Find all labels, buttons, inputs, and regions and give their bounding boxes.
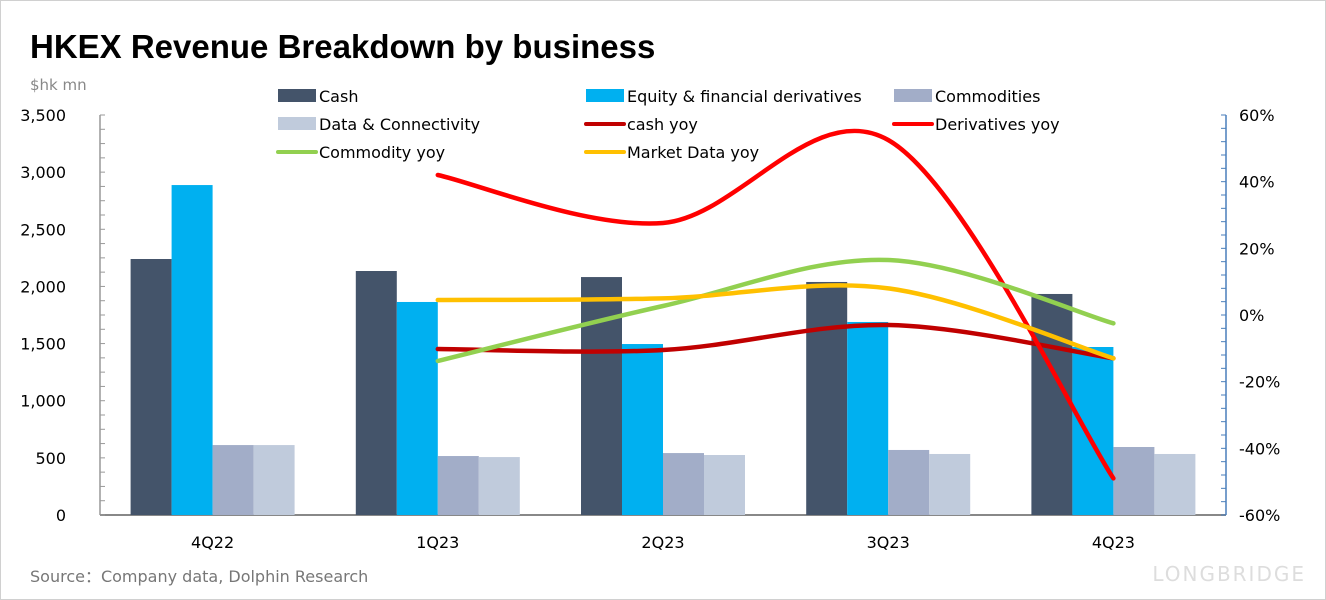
bar-cash-4Q22	[130, 259, 172, 515]
y-tick-label: 0	[56, 506, 66, 525]
bar-data-connectivity-3Q23	[929, 453, 971, 515]
y-tick-label: 1,000	[20, 392, 66, 411]
y-right-tick-label: 60%	[1239, 106, 1275, 125]
line-derivatives-yoy	[435, 128, 1116, 481]
legend-label: Commodities	[935, 87, 1040, 106]
bar-cash-3Q23	[806, 281, 848, 515]
y-tick-label: 3,000	[20, 163, 66, 182]
legend-label: Market Data yoy	[627, 143, 759, 162]
y-right-tick-label: 0%	[1239, 306, 1264, 325]
bar-commodities-1Q23	[437, 456, 479, 515]
x-tick-label: 4Q23	[1092, 533, 1135, 552]
bar-data-connectivity-4Q23	[1154, 453, 1196, 515]
y-axis-unit-label: $hk mn	[30, 76, 87, 94]
bar-commodities-2Q23	[663, 453, 704, 515]
bar-equity-financial-derivatives-4Q23	[1072, 347, 1114, 515]
y-right-tick-label: 20%	[1239, 239, 1275, 258]
x-tick-label: 1Q23	[416, 533, 459, 552]
y-tick-label: 3,500	[20, 106, 66, 125]
legend-label: Data & Connectivity	[319, 115, 480, 134]
y-right-tick-label: 40%	[1239, 173, 1275, 192]
bar-data-connectivity-2Q23	[704, 455, 745, 515]
chart-title: HKEX Revenue Breakdown by business	[30, 28, 656, 65]
bar-cash-2Q23	[581, 277, 622, 515]
legend-label: Derivatives yoy	[935, 115, 1060, 134]
bar-data-connectivity-4Q22	[253, 445, 295, 515]
y-right-tick-label: -20%	[1239, 373, 1280, 392]
bar-equity-financial-derivatives-3Q23	[847, 321, 889, 515]
y-tick-label: 500	[35, 449, 66, 468]
line-market-data-yoy	[435, 283, 1116, 361]
y-right-tick-label: -60%	[1239, 506, 1280, 525]
bar-commodities-4Q23	[1113, 447, 1155, 515]
x-tick-label: 4Q22	[191, 533, 234, 552]
bar-commodities-4Q22	[212, 445, 254, 515]
source-note: Source：Company data, Dolphin Research	[30, 567, 369, 586]
legend-label: cash yoy	[627, 115, 698, 134]
line-cash-yoy	[435, 322, 1116, 361]
legend-label: Cash	[319, 87, 358, 106]
legend-swatch	[278, 89, 316, 102]
y-right-tick-label: -40%	[1239, 439, 1280, 458]
y-tick-label: 1,500	[20, 335, 66, 354]
bar-cash-4Q23	[1031, 293, 1073, 515]
brand-watermark: LONGBRIDGE	[1152, 562, 1306, 586]
bar-data-connectivity-1Q23	[478, 457, 520, 515]
legend-label: Commodity yoy	[319, 143, 445, 162]
x-tick-label: 3Q23	[867, 533, 910, 552]
legend-label: Equity & financial derivatives	[627, 87, 862, 106]
legend-swatch	[586, 89, 624, 102]
legend-swatch	[894, 89, 932, 102]
bar-cash-1Q23	[355, 271, 397, 515]
bar-equity-financial-derivatives-2Q23	[622, 344, 663, 515]
y-tick-label: 2,500	[20, 220, 66, 239]
line-commodity-yoy	[435, 257, 1116, 364]
bar-equity-financial-derivatives-4Q22	[171, 185, 213, 516]
bar-equity-financial-derivatives-1Q23	[396, 301, 438, 515]
y-tick-label: 2,000	[20, 277, 66, 296]
legend-swatch	[278, 117, 316, 130]
bar-commodities-3Q23	[888, 449, 930, 515]
x-tick-label: 2Q23	[641, 533, 684, 552]
